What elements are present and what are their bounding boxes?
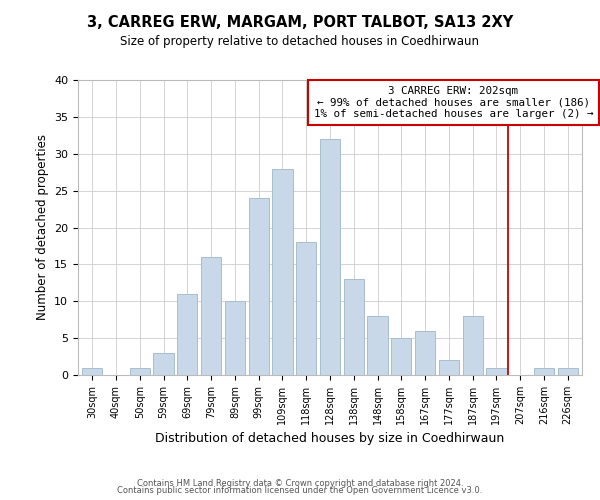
Bar — [534, 368, 554, 375]
Bar — [272, 168, 293, 375]
Bar — [415, 331, 435, 375]
Bar — [154, 353, 173, 375]
Bar — [296, 242, 316, 375]
Bar — [177, 294, 197, 375]
Text: Contains public sector information licensed under the Open Government Licence v3: Contains public sector information licen… — [118, 486, 482, 495]
X-axis label: Distribution of detached houses by size in Coedhirwaun: Distribution of detached houses by size … — [155, 432, 505, 446]
Y-axis label: Number of detached properties: Number of detached properties — [35, 134, 49, 320]
Bar — [487, 368, 506, 375]
Bar — [248, 198, 269, 375]
Text: 3 CARREG ERW: 202sqm
← 99% of detached houses are smaller (186)
1% of semi-detac: 3 CARREG ERW: 202sqm ← 99% of detached h… — [314, 86, 593, 119]
Bar — [82, 368, 103, 375]
Bar — [320, 139, 340, 375]
Text: Contains HM Land Registry data © Crown copyright and database right 2024.: Contains HM Land Registry data © Crown c… — [137, 478, 463, 488]
Bar — [130, 368, 150, 375]
Bar — [391, 338, 412, 375]
Bar — [201, 257, 221, 375]
Bar — [225, 301, 245, 375]
Bar — [557, 368, 578, 375]
Text: Size of property relative to detached houses in Coedhirwaun: Size of property relative to detached ho… — [121, 35, 479, 48]
Bar — [463, 316, 483, 375]
Bar — [344, 279, 364, 375]
Bar — [367, 316, 388, 375]
Bar — [439, 360, 459, 375]
Text: 3, CARREG ERW, MARGAM, PORT TALBOT, SA13 2XY: 3, CARREG ERW, MARGAM, PORT TALBOT, SA13… — [87, 15, 513, 30]
